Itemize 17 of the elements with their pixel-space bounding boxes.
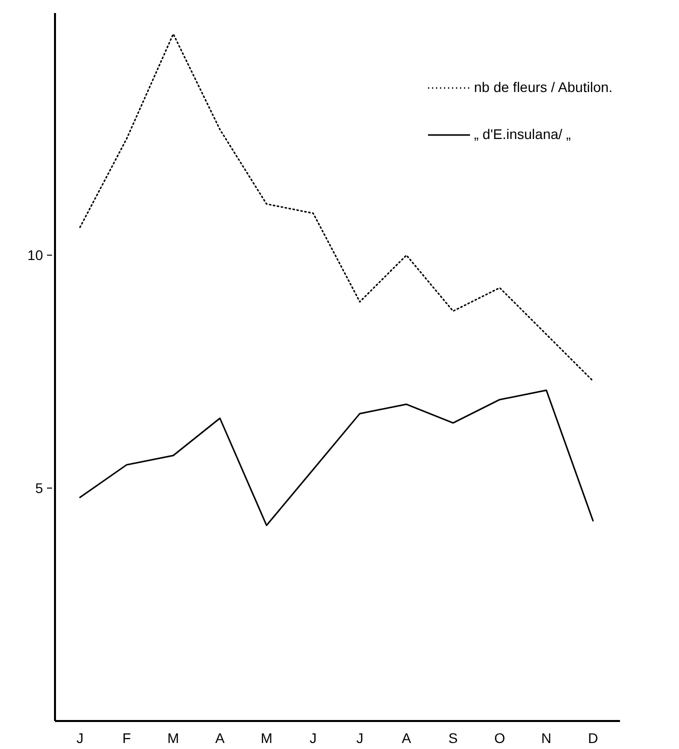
x-tick-label: N <box>541 730 552 746</box>
x-tick-label: M <box>260 730 272 746</box>
y-tick-label: 10 <box>27 247 44 264</box>
x-tick-label: F <box>122 730 131 746</box>
legend-label: „ d'E.insulana/ „ <box>474 126 572 142</box>
line-series <box>79 390 594 526</box>
x-tick-label: A <box>215 730 226 746</box>
x-tick-label: O <box>494 730 506 746</box>
x-tick-label: M <box>167 730 180 746</box>
y-tick-label: 5 <box>35 480 44 496</box>
x-tick-label: A <box>402 730 412 746</box>
x-tick-label: D <box>588 730 598 746</box>
x-tick-label: J <box>76 730 84 746</box>
legend-label: nb de fleurs / Abutilon. <box>474 79 613 96</box>
x-tick-label: J <box>310 730 317 746</box>
x-tick-label: J <box>356 730 364 746</box>
x-tick-label: S <box>448 730 458 746</box>
